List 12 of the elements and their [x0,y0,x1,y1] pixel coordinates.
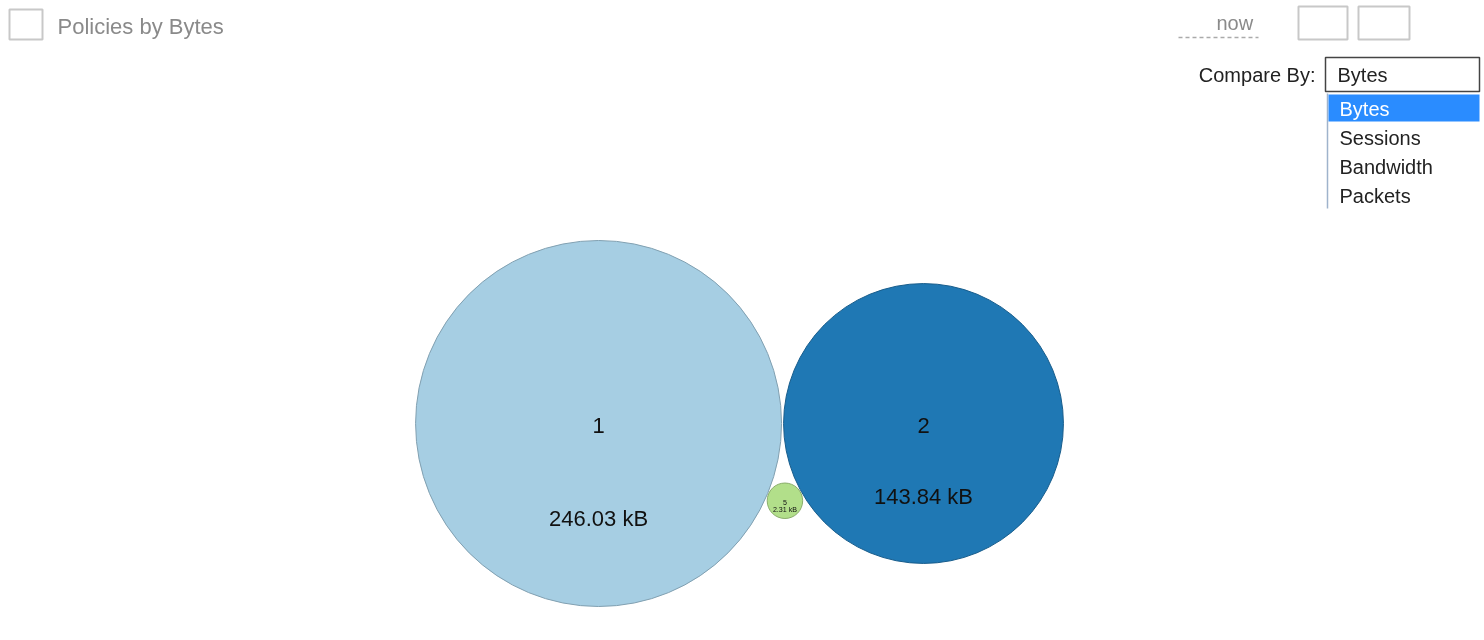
text: now [1216,11,1254,34]
category-label: 1 [592,413,605,438]
data-label: 246.03 kB [549,506,649,532]
category-label: 2 [917,413,930,438]
text: Bytes [1339,97,1390,120]
text: Policies by Bytes [57,14,224,39]
text: Bytes [1337,63,1388,86]
text: Compare By: [1198,63,1316,86]
text: Bandwidth [1339,155,1433,178]
data-label: 143.84 kB [873,483,974,509]
text: Sessions [1339,126,1421,149]
text: Packets [1339,184,1411,207]
